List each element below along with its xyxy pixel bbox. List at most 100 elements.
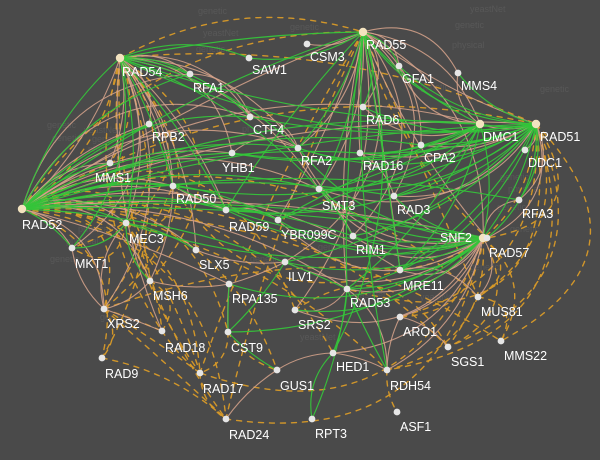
graph-node-mus81[interactable] [474,293,482,301]
edge-coexpression [310,352,334,420]
graph-node-ilv1[interactable] [281,258,289,266]
graph-node-smt3[interactable] [315,185,323,193]
edge-coexpression [284,123,537,263]
edge-coexpression [346,123,537,290]
graph-node-rad59[interactable] [222,206,230,214]
graph-node-msh6[interactable] [146,277,154,285]
edge-genetic [386,237,485,371]
graph-node-cst9[interactable] [224,328,232,336]
edge-coexpression [119,57,481,125]
edge-genetic [386,123,553,371]
edge-physical [362,31,416,197]
graph-node-rfa2[interactable] [294,144,302,152]
edge-genetic [71,222,127,259]
graph-node-rad24[interactable] [222,415,230,423]
graph-node-ctf4[interactable] [246,113,254,121]
edge-physical [195,249,286,264]
graph-node-rad57[interactable] [483,234,491,242]
node-label-srs2: SRS2 [298,318,331,332]
edge-genetic [21,208,388,371]
watermark-text: physical [508,184,541,194]
edge-genetic [199,237,484,392]
graph-node-rfa3[interactable] [515,196,523,204]
edge-coexpression [21,208,348,290]
edge-coexpression [119,57,320,190]
graph-node-mms4[interactable] [454,69,462,77]
graph-node-cpa2[interactable] [417,141,425,149]
graph-node-xrs2[interactable] [100,305,108,313]
graph-node-rpa135[interactable] [225,280,233,288]
node-layer[interactable] [17,27,541,423]
edge-coexpression [284,237,484,271]
graph-node-mkt1[interactable] [68,244,76,252]
node-label-ctf4: CTF4 [253,123,284,137]
graph-node-mec3[interactable] [122,219,130,227]
graph-node-rad52[interactable] [17,204,27,214]
graph-node-rad53[interactable] [343,285,351,293]
graph-node-mms1[interactable] [106,159,114,167]
edge-physical [294,237,484,323]
watermark-text: yeastNet [420,292,456,302]
graph-node-sgs1[interactable] [444,343,452,351]
graph-node-asf1[interactable] [393,408,401,416]
edge-coexpression [21,208,73,249]
graph-node-aro1[interactable] [396,313,404,321]
graph-node-rad6[interactable] [359,103,367,111]
edge-coexpression [277,219,484,255]
graph-node-mre11[interactable] [396,266,404,274]
edge-physical [119,57,197,251]
graph-node-rdh54[interactable] [383,366,391,374]
graph-node-rad54[interactable] [115,53,125,63]
graph-node-rad3[interactable] [390,192,398,200]
edge-coexpression [318,123,481,190]
graph-node-saw1[interactable] [245,54,253,62]
graph-node-rad18[interactable] [158,327,166,335]
graph-node-rpb2[interactable] [145,120,153,128]
edge-coexpression [21,182,279,221]
graph-node-hed1[interactable] [329,349,337,357]
graph-node-rad50[interactable] [169,182,177,190]
watermark-text: genetic [198,6,228,16]
graph-node-rad17[interactable] [196,369,204,377]
edge-coexpression [125,222,151,282]
graph-node-dmc1[interactable] [475,119,485,129]
edge-genetic [227,331,278,371]
graph-node-rad9[interactable] [98,354,106,362]
node-label-mkt1: MKT1 [75,257,108,271]
graph-node-srs2[interactable] [291,306,299,314]
graph-node-rad51[interactable] [531,119,541,129]
edge-coexpression [318,31,364,190]
edge-genetic [199,31,364,374]
graph-node-gfa1[interactable] [395,62,403,70]
graph-node-ddc1[interactable] [521,146,529,154]
watermark-text: genetic [196,44,226,54]
edge-coexpression [362,31,401,271]
graph-node-mms22[interactable] [497,337,505,345]
graph-node-rfa1[interactable] [186,70,194,78]
graph-node-slx5[interactable] [192,246,200,254]
edge-coexpression [227,237,484,333]
edge-physical [276,352,334,371]
edge-coexpression [277,123,481,221]
node-label-rad59: RAD59 [229,220,269,234]
node-label-sgs1: SGS1 [451,355,484,369]
graph-node-rad55[interactable] [358,27,368,37]
graph-node-yhb1[interactable] [228,149,236,157]
watermark-text: physical [88,144,121,154]
watermark-text: physical [66,236,99,246]
edge-physical [477,237,493,298]
edge-coexpression [352,235,484,250]
edge-coexpression [318,188,354,237]
graph-node-gus1[interactable] [273,366,281,374]
graph-node-rad16[interactable] [356,149,364,157]
graph-node-csm3[interactable] [303,40,311,48]
edge-genetic [119,16,364,59]
edge-coexpression [227,331,278,371]
graph-node-ybr099c[interactable] [274,216,282,224]
edge-coexpression [21,31,364,210]
graph-node-rim1[interactable] [349,232,357,240]
edge-physical [21,208,105,310]
graph-node-rpt3[interactable] [308,415,316,423]
